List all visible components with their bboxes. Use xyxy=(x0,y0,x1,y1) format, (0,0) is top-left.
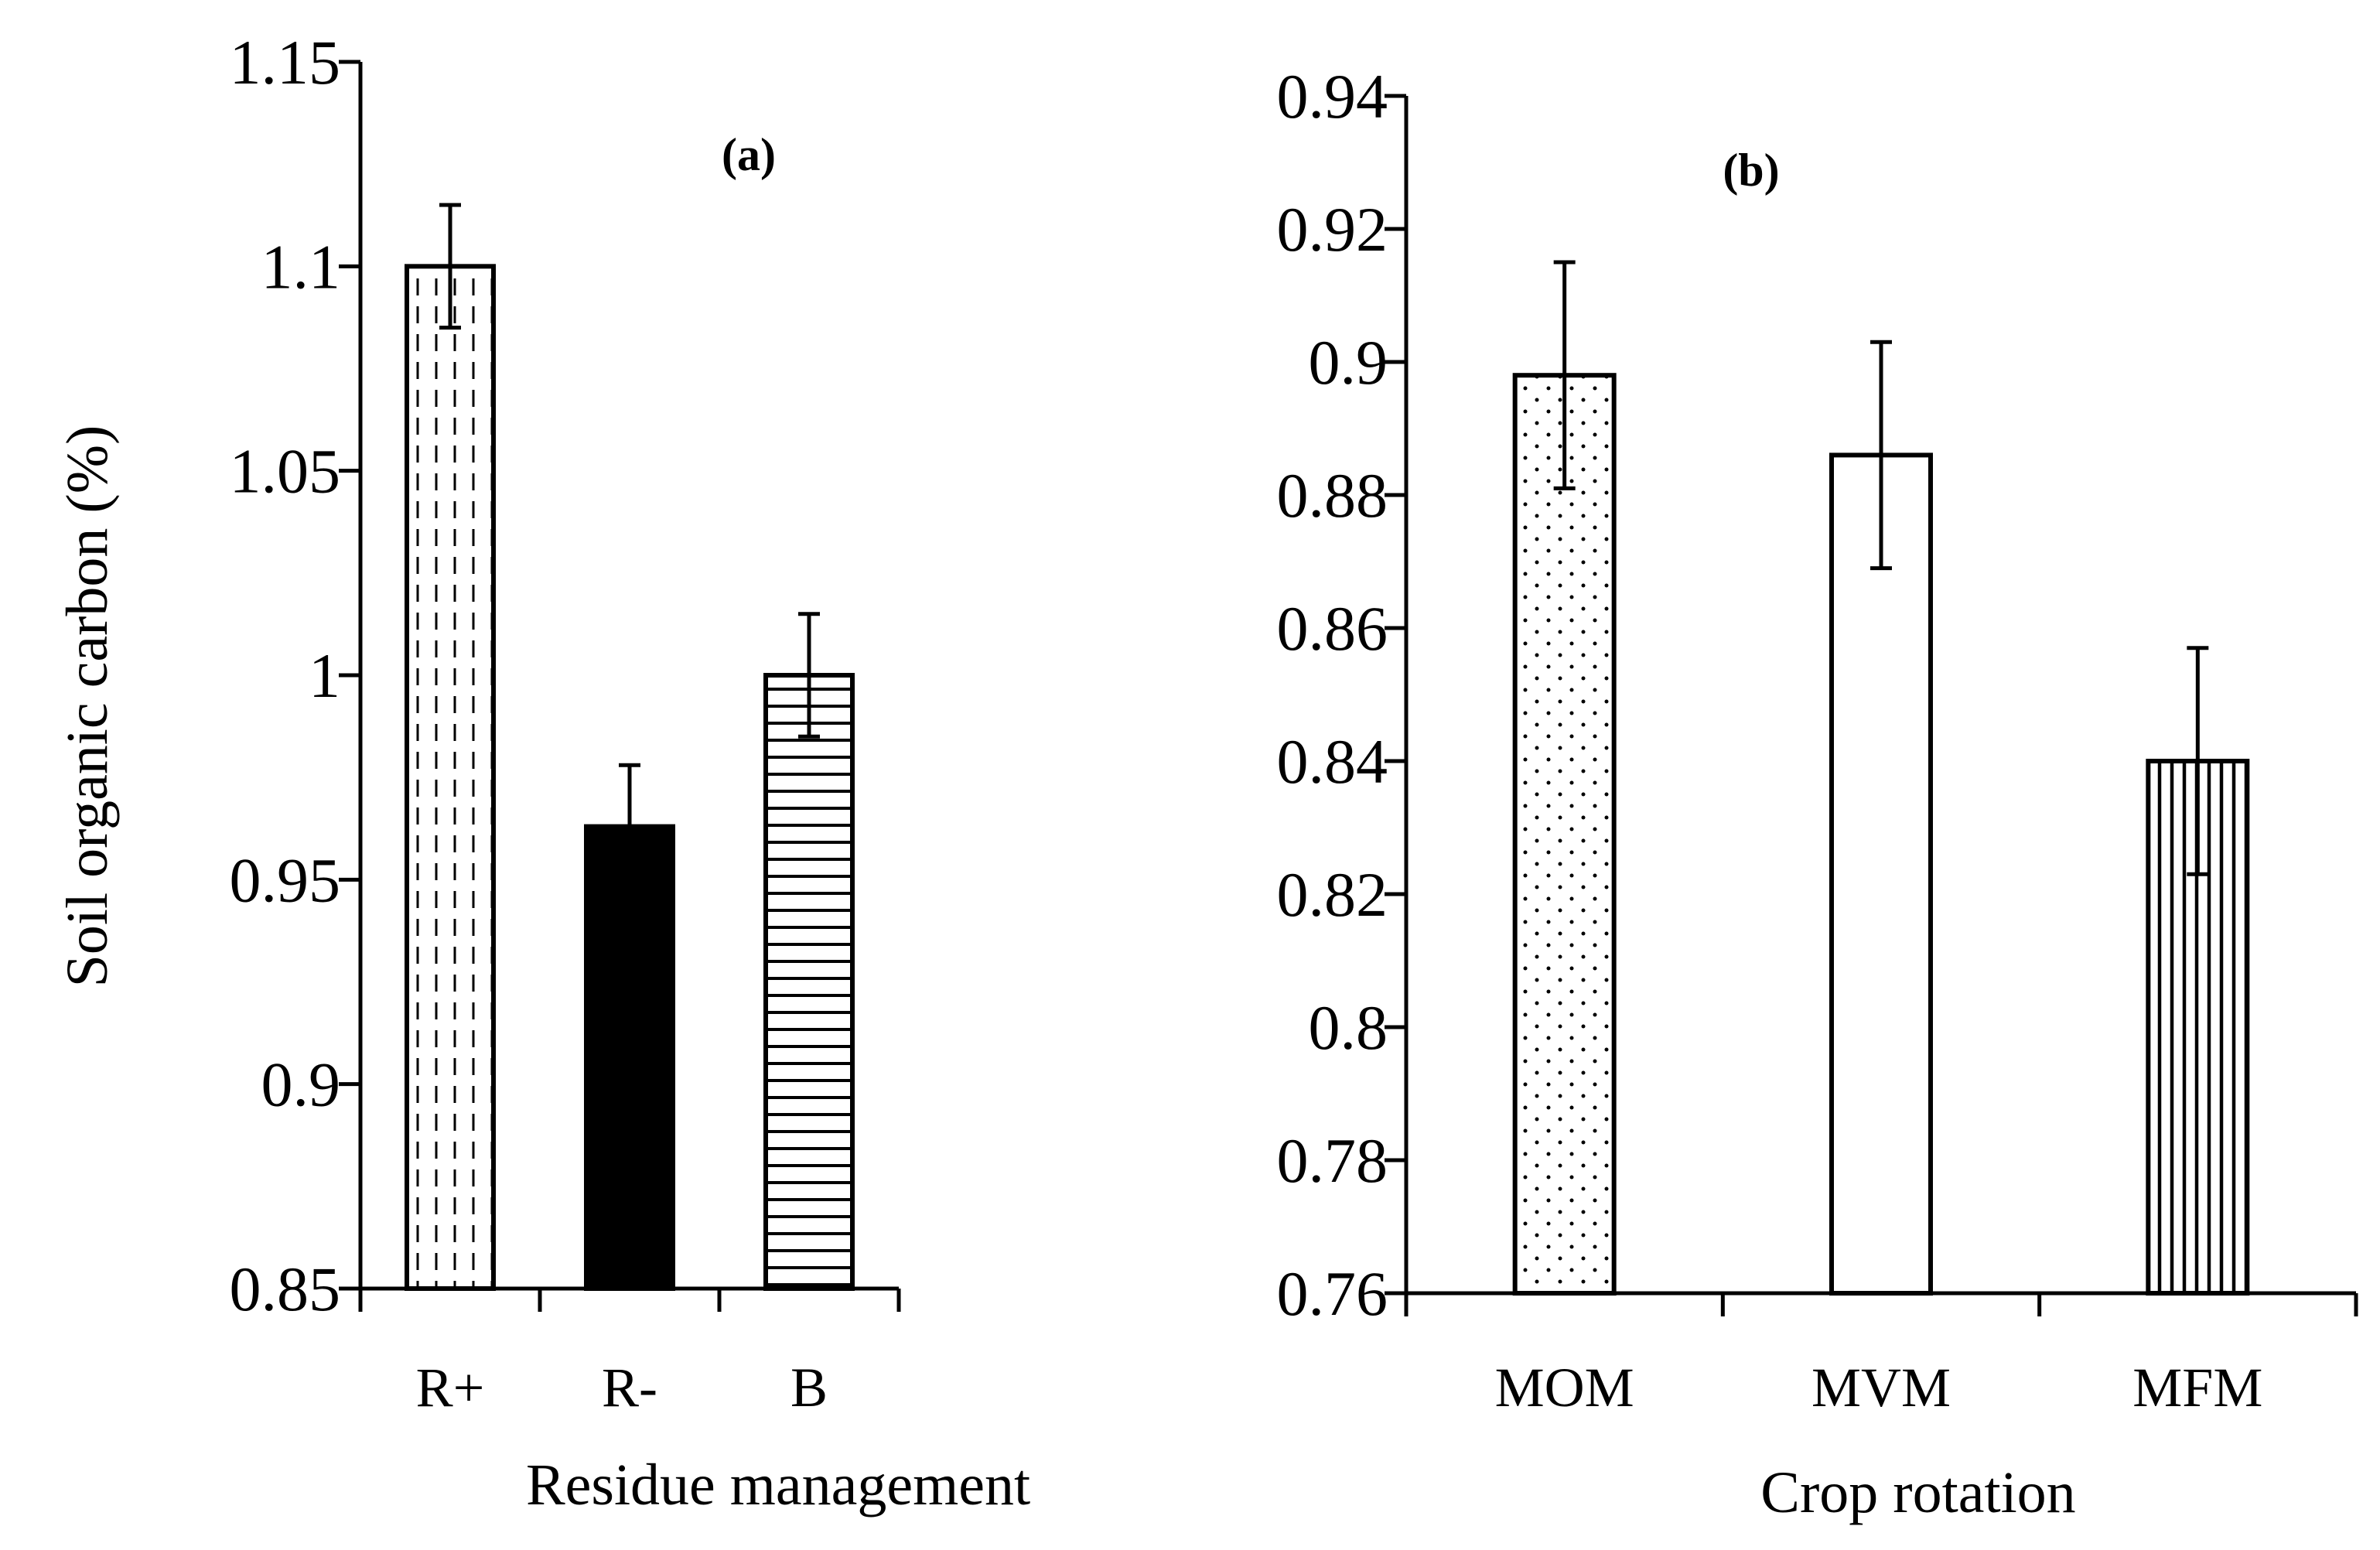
y-axis-title: Soil organic carbon (%) xyxy=(55,425,120,988)
y-tick-label: 0.95 xyxy=(230,845,341,915)
x-axis-title: Crop rotation xyxy=(1760,1460,2075,1525)
category-label: R- xyxy=(602,1357,657,1419)
category-label: R+ xyxy=(416,1357,485,1419)
panel-b: 0.76 0.78 0.8 0.82 0.84 0.86 0.88 0.9 0.92 0.94 MO… xyxy=(1277,61,2358,1525)
bar-mom xyxy=(1512,373,1617,1296)
y-tick-label: 0.9 xyxy=(261,1050,341,1120)
y-tick-label: 1 xyxy=(309,640,340,711)
y-tick-label: 0.92 xyxy=(1277,194,1388,265)
panel-label: (b) xyxy=(1723,145,1779,196)
category-label: MOM xyxy=(1495,1357,1634,1419)
y-tick-label: 1.1 xyxy=(261,231,341,302)
panel-a: 0.85 0.9 0.95 1 1.05 1.1 1.15 R+ R- B Residue mana… xyxy=(55,27,1030,1518)
y-tick-label: 0.86 xyxy=(1277,593,1388,664)
y-tick-label: 0.76 xyxy=(1277,1258,1388,1329)
y-tick-label: 1.05 xyxy=(230,436,341,507)
y-tick-label: 0.88 xyxy=(1277,460,1388,531)
bar-rplus xyxy=(405,264,496,1291)
category-label: MVM xyxy=(1811,1357,1951,1419)
y-tick-label: 0.9 xyxy=(1309,327,1388,398)
bar-b xyxy=(763,673,855,1291)
y-tick-label: 0.84 xyxy=(1277,726,1388,797)
category-label: B xyxy=(790,1357,828,1419)
y-tick-label: 0.8 xyxy=(1309,992,1388,1063)
x-axis-title: Residue management xyxy=(526,1453,1030,1518)
bar-mvm xyxy=(1829,452,1933,1296)
panel-label: (a) xyxy=(722,129,776,180)
y-tick-label: 1.15 xyxy=(230,27,341,97)
y-tick-label: 0.78 xyxy=(1277,1125,1388,1196)
y-tick-label: 0.94 xyxy=(1277,61,1388,131)
y-tick-label: 0.82 xyxy=(1277,859,1388,930)
y-tick-label: 0.85 xyxy=(230,1254,341,1324)
bar-rminus xyxy=(584,824,675,1291)
category-label: MFM xyxy=(2132,1357,2262,1419)
